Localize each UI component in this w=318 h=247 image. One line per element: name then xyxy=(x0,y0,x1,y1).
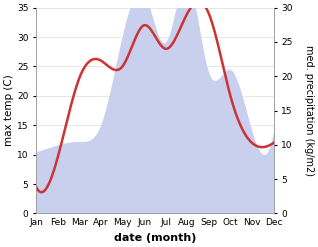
X-axis label: date (month): date (month) xyxy=(114,233,196,243)
Y-axis label: max temp (C): max temp (C) xyxy=(4,75,14,146)
Y-axis label: med. precipitation (kg/m2): med. precipitation (kg/m2) xyxy=(304,45,314,176)
